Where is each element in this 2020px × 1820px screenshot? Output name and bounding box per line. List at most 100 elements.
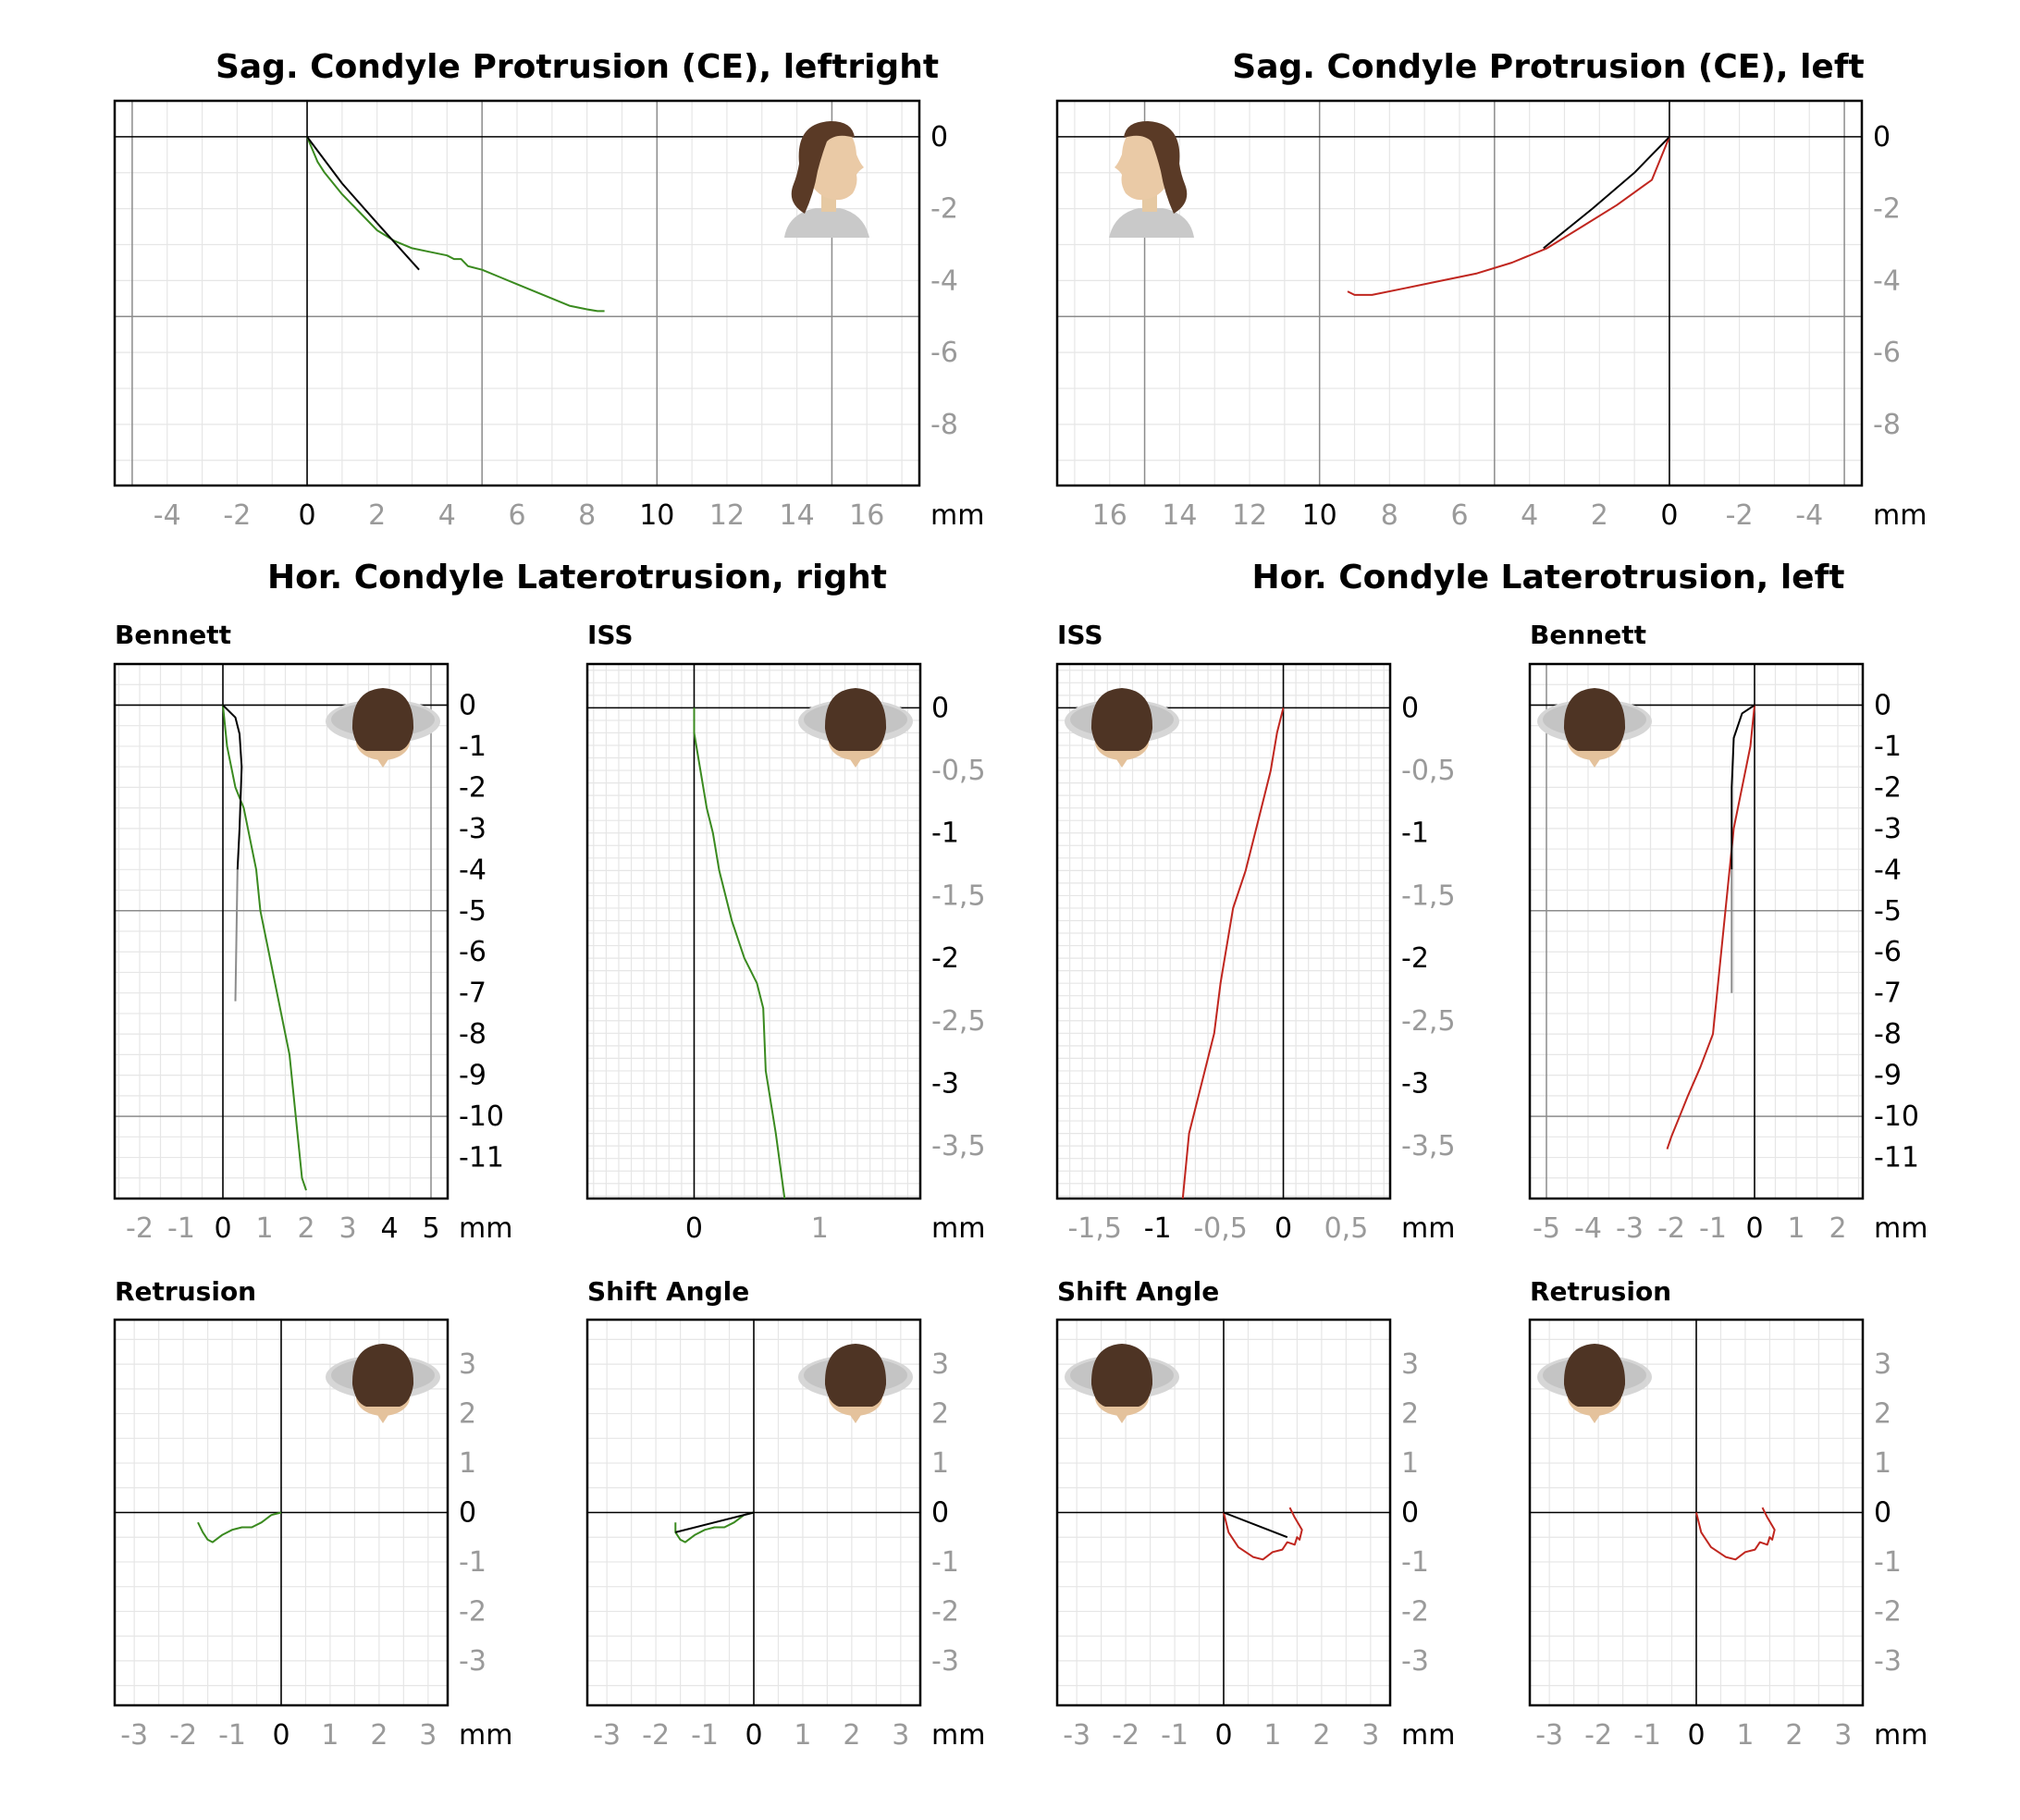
y-tick-label: 0 (931, 1497, 949, 1530)
y-tick-labels: 3 2 1 0 -1 -2 -3 (931, 1348, 959, 1678)
x-tick-label: 6 (1450, 499, 1468, 532)
x-tick-label: 4 (438, 499, 456, 532)
x-tick-label: 3 (419, 1719, 437, 1752)
title-iss-left: ISS (1057, 620, 1103, 650)
x-tick-label: -1,5 (1067, 1212, 1122, 1245)
series-line-reference (1223, 1511, 1288, 1539)
header-hor-laterotrusion-right: Hor. Condyle Laterotrusion, right (267, 559, 887, 596)
x-tick-label: 1 (1736, 1719, 1754, 1752)
y-tick-label: 0 (459, 689, 476, 721)
x-tick-label: 8 (578, 499, 596, 532)
y-tick-labels: 0 -1 -2 -3 -4 -5 -6 -7 -8 -9 -10 -11 (1874, 689, 1919, 1174)
y-tick-label: -3 (1401, 1067, 1429, 1100)
series-line-left-series (1695, 1506, 1776, 1561)
y-tick-label: 1 (459, 1447, 476, 1480)
y-tick-label: -0,5 (931, 755, 986, 787)
x-tick-labels: -3 -2 -1 0 1 2 3 (593, 1719, 909, 1752)
x-axis-unit-label: mm (1873, 499, 1927, 532)
y-tick-label: -4 (1873, 264, 1901, 297)
x-tick-label: -2 (1112, 1719, 1139, 1752)
y-tick-label: -2,5 (1401, 1005, 1456, 1038)
x-tick-label: 0 (214, 1212, 231, 1245)
x-axis-unit-label: mm (931, 1212, 985, 1245)
y-tick-label: 0 (1874, 689, 1891, 721)
top-view-head-icon (1537, 688, 1652, 768)
y-tick-label: 2 (1874, 1398, 1891, 1431)
x-axis-unit-label: mm (930, 499, 984, 532)
x-tick-label: -3 (1063, 1719, 1090, 1752)
x-tick-label: 16 (849, 499, 884, 532)
y-tick-label: -7 (1874, 978, 1902, 1010)
x-tick-label: 0 (1687, 1719, 1705, 1752)
y-tick-labels: 3 2 1 0 -1 -2 -3 (459, 1348, 487, 1678)
y-tick-label: -8 (1873, 409, 1901, 441)
x-tick-labels: -3 -2 -1 0 1 2 3 (1535, 1719, 1852, 1752)
y-tick-label: -3 (459, 1645, 487, 1678)
x-tick-labels: -4 -2 0 2 4 6 8 10 12 14 16 (154, 499, 885, 532)
x-tick-label: 0 (685, 1212, 703, 1245)
y-tick-label: -10 (1874, 1101, 1919, 1133)
series-line-right-series (693, 707, 786, 1199)
x-tick-label: 1 (794, 1719, 811, 1752)
x-tick-label: -2 (126, 1212, 154, 1245)
x-tick-label: -0,5 (1193, 1212, 1248, 1245)
y-tick-label: -3 (1401, 1645, 1429, 1678)
x-tick-label: 2 (843, 1719, 860, 1752)
y-tick-label: 3 (459, 1348, 476, 1381)
x-tick-label: 14 (1162, 499, 1197, 532)
x-tick-label: -3 (593, 1719, 621, 1752)
x-axis-unit-label: mm (1401, 1212, 1455, 1245)
x-tick-labels: -3 -2 -1 0 1 2 3 (1063, 1719, 1379, 1752)
x-tick-label: 2 (1829, 1212, 1846, 1245)
x-tick-label: 12 (709, 499, 745, 532)
chart-bennett-right: -2 -1 0 1 2 3 4 5 mm0-1-2-3-4-5-6-7-8-9-10-11 (113, 662, 512, 1245)
y-tick-label: 1 (1401, 1447, 1419, 1480)
minor-grid (115, 663, 448, 1199)
y-tick-label: -2 (930, 193, 958, 226)
profile-head-facing-left-icon (1109, 121, 1194, 238)
title-shift-angle-right: Shift Angle (587, 1276, 750, 1307)
profile-head-facing-right-icon (784, 121, 869, 238)
x-tick-label: 12 (1232, 499, 1267, 532)
x-tick-label: 1 (811, 1212, 829, 1245)
y-tick-label: -4 (459, 854, 487, 886)
y-tick-label: -2 (1874, 1595, 1902, 1628)
x-axis-unit-label: mm (1874, 1719, 1928, 1752)
title-shift-angle-left: Shift Angle (1057, 1276, 1220, 1307)
y-tick-label: -8 (930, 409, 958, 441)
chart-iss-right: 0 1 mm0-0,5-1-1,5-2-2,5-3-3,5 (585, 662, 986, 1245)
y-tick-label: -1,5 (1401, 879, 1456, 912)
top-view-head-icon (1065, 1344, 1179, 1423)
plot-frame (1055, 1318, 1392, 1707)
minor-grid (1530, 663, 1863, 1199)
x-tick-label: -3 (120, 1719, 148, 1752)
x-axis-unit-label: mm (1401, 1719, 1455, 1752)
top-view-head-icon (798, 1344, 913, 1423)
y-tick-label: -1 (459, 1546, 487, 1579)
title-iss-right: ISS (587, 620, 634, 650)
y-tick-label: -9 (1874, 1060, 1902, 1092)
y-tick-label: -6 (459, 936, 487, 968)
y-tick-label: -9 (459, 1060, 487, 1092)
x-tick-label: -2 (642, 1719, 670, 1752)
x-tick-label: 0 (298, 499, 315, 532)
x-tick-label: -3 (1535, 1719, 1563, 1752)
x-tick-label: -3 (1616, 1212, 1644, 1245)
y-tick-label: 1 (1874, 1447, 1891, 1480)
y-tick-label: -3 (1874, 813, 1902, 845)
y-tick-label: -3,5 (1401, 1130, 1456, 1162)
y-tick-label: -2 (459, 771, 487, 804)
y-tick-label: 0 (1401, 1497, 1419, 1530)
y-tick-label: -6 (1873, 337, 1901, 369)
x-tick-label: 8 (1381, 499, 1398, 532)
x-tick-label: -1 (1633, 1719, 1661, 1752)
y-tick-label: -1 (931, 818, 959, 850)
plot-frame (585, 1318, 922, 1707)
x-tick-label: -1 (691, 1719, 719, 1752)
y-tick-label: -11 (1874, 1142, 1919, 1174)
x-tick-label: 1 (321, 1719, 339, 1752)
x-tick-label: 0 (272, 1719, 289, 1752)
